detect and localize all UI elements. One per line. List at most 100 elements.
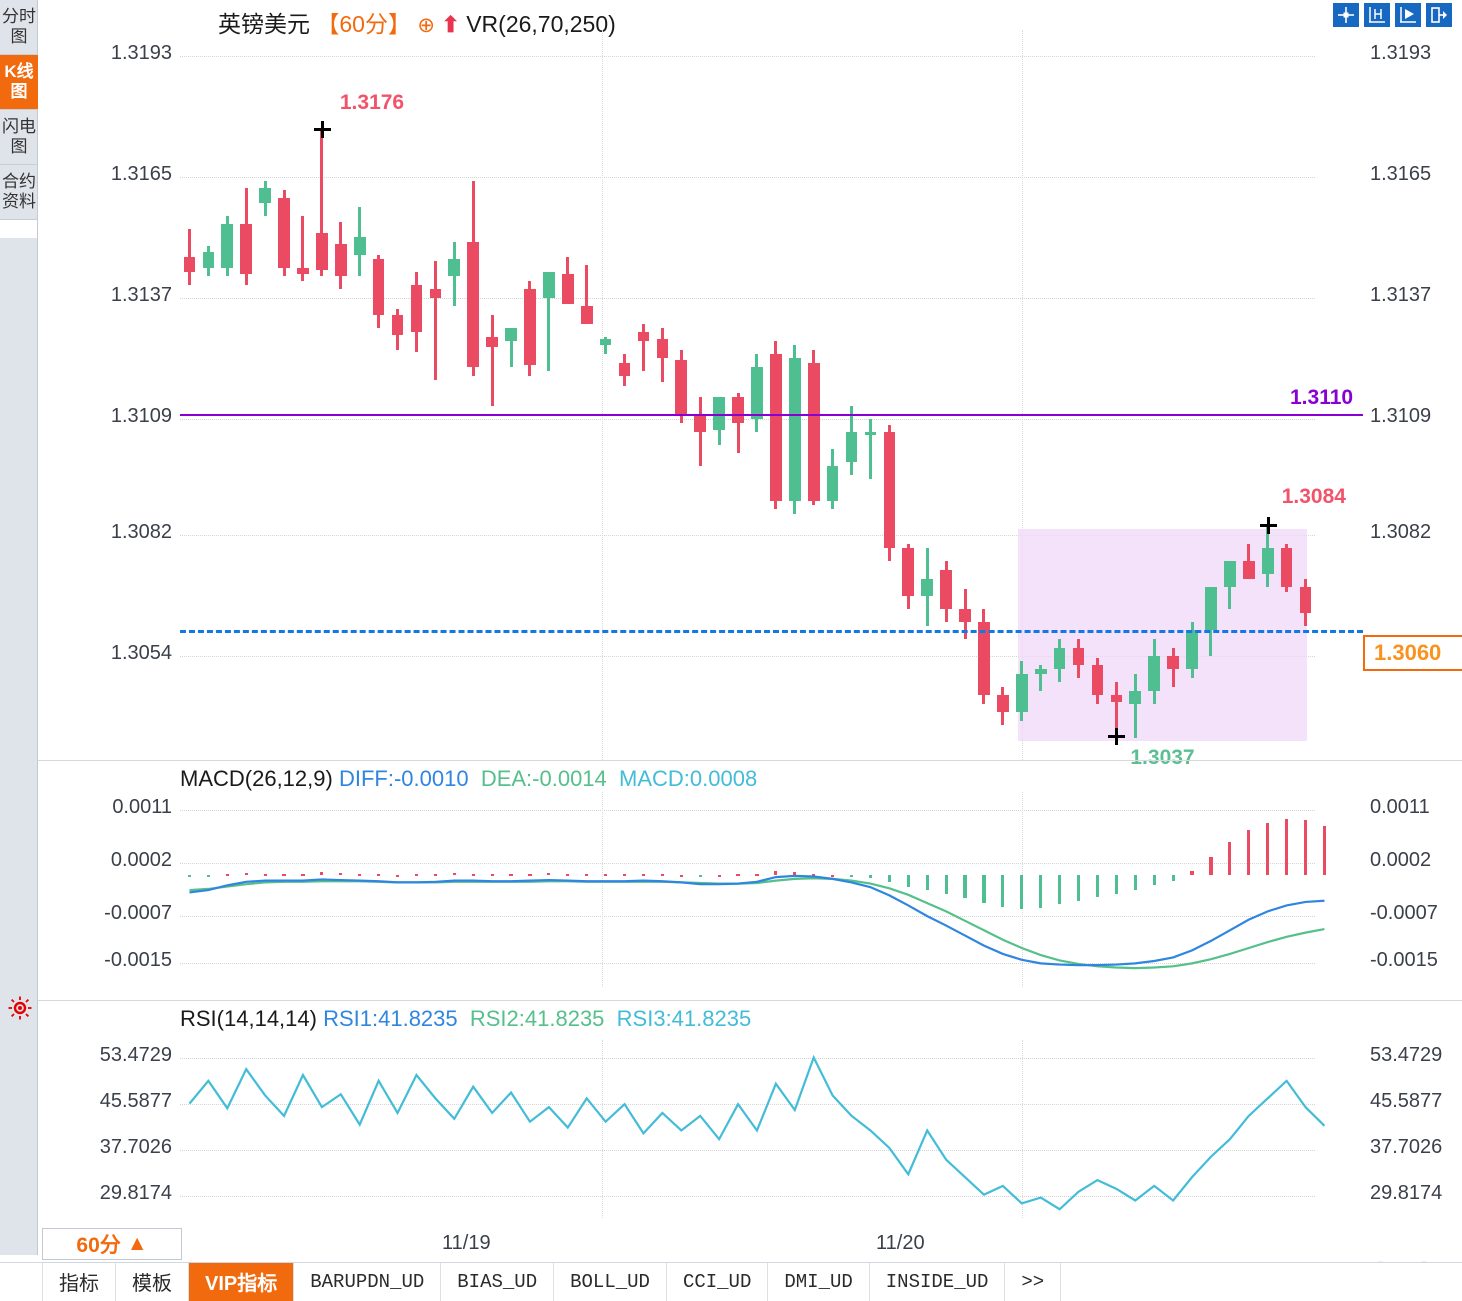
candle-body [883,431,896,549]
timeframe-button[interactable]: 60分 ▲ [42,1228,182,1260]
sidebar-label-0: 分时图 [2,7,36,46]
macd-histogram-bar [1133,874,1137,891]
candle-body [391,315,404,335]
price-axis-right-tick: 1.3137 [1370,283,1432,306]
macd-axis-right-tick: 0.0002 [1370,848,1432,871]
candle-body [202,252,215,268]
chart-area[interactable]: 英镑美元 【60分】 ⊕ ⬆ VR(26,70,250) [38,0,1462,1255]
price-tag-up-arrow-icon: ⬆ [1460,610,1462,635]
candle-wick [736,392,740,454]
candle-body [618,362,631,376]
time-axis: 11/19 11/20 [38,1228,1462,1256]
rsi-gridline [180,1057,1315,1059]
candle-body [221,224,234,268]
candle-body [1280,548,1293,588]
macd-histogram-bar [528,873,532,876]
rsi-title: RSI(14,14,14) [180,1006,317,1031]
toolbar-dmi-ud[interactable]: DMI_UD [768,1262,870,1301]
macd-histogram-bar [1095,874,1100,898]
high-marker-label: 1.3176 [339,91,405,115]
macd-histogram-bar [944,874,948,894]
sidebar-item-candlestick[interactable]: K线图 [0,55,38,110]
candle-body [372,258,385,316]
price-gridline [180,535,1315,537]
rsi-axis-right-tick: 29.8174 [1370,1181,1443,1204]
macd-histogram-bar [547,872,551,875]
sidebar-item-contract-info[interactable]: 合约资料 [0,165,38,220]
macd-histogram-bar [1209,857,1213,875]
rsi-header: RSI(14,14,14) RSI1:41.8235 RSI2:41.8235 … [180,1006,751,1032]
candle-body [278,198,290,268]
toolbar-bias-ud[interactable]: BIAS_UD [441,1262,555,1301]
macd-histogram-bar [1266,822,1270,875]
candle-body [1205,587,1217,631]
low-marker-cross [1108,728,1126,746]
exit-icon[interactable] [1426,3,1452,27]
crosshair-icon[interactable] [1333,3,1359,27]
candle-body [864,431,877,435]
candle-body [675,360,688,415]
macd-gridline [180,862,1315,864]
macd-histogram-bar [244,872,248,875]
high-marker-cross [313,121,331,139]
toolbar-vip-indicators[interactable]: VIP指标 [189,1262,295,1301]
toolbar-more[interactable]: >> [1005,1262,1062,1301]
macd-histogram-bar [1322,826,1327,875]
price-panel[interactable]: 1.3193 1.3193 1.3165 1.3165 1.3137 1.3137 1.31… [38,0,1462,770]
rsi-axis-left-tick: 29.8174 [99,1181,172,1204]
toolbar-inside-ud[interactable]: INSIDE_UD [870,1262,1006,1301]
macd-histogram-bar [982,874,986,904]
candle-body [1148,656,1161,691]
vr-indicator-label[interactable]: VR(26,70,250) [466,11,616,37]
bottom-toolbar[interactable]: 指标 模板 VIP指标 BARUPDN_UD BIAS_UD BOLL_UD CCI_UD D… [0,1262,1462,1301]
macd-histogram-bar [206,874,210,878]
macd-histogram-bar [736,874,740,877]
brightness-icon[interactable] [8,996,32,1020]
candle-body [505,328,517,341]
highlight-range-box [1018,528,1308,741]
macd-histogram-bar [1190,871,1194,875]
price-panel-separator [38,760,1462,761]
measure-icon[interactable] [1364,3,1390,27]
macd-panel-separator [38,1000,1462,1001]
time-label-1: 11/20 [876,1232,925,1254]
macd-histogram-bar [717,874,721,877]
macd-histogram-bar [1020,874,1024,909]
candle-body [694,414,707,432]
sidebar-filler [0,220,37,238]
candle-wick [698,397,702,467]
toolbar-barupdn-ud[interactable]: BARUPDN_UD [294,1262,442,1301]
price-axis-left-tick: 1.3054 [110,642,172,665]
macd-histogram-bar [906,874,910,887]
toolbar-templates-label: 模板 [132,1273,172,1295]
crosshair-circle-icon[interactable]: ⊕ [417,14,435,37]
sidebar-item-time-chart[interactable]: 分时图 [0,0,38,55]
candle-body [807,362,820,501]
purple-line-label: 1.3110 [1290,386,1354,410]
macd-histogram-bar [395,874,400,877]
draw-icon[interactable] [1395,3,1421,27]
sidebar-item-lightning[interactable]: 闪电图 [0,110,38,165]
macd-histogram-bar [698,874,702,877]
candle-body [940,569,952,609]
period-label[interactable]: 【60分】 [316,11,411,37]
price-axis-left-tick: 1.3082 [110,521,172,544]
toolbar-indicators[interactable]: 指标 [42,1262,116,1301]
candle-body [978,621,990,696]
macd-histogram-bar [339,872,343,875]
toolbar-boll-ud[interactable]: BOLL_UD [554,1262,667,1301]
price-axis-right-tick: 1.3165 [1370,162,1432,185]
rsi-axis-right-tick: 53.4729 [1370,1043,1443,1066]
macd-dea-value: DEA:-0.0014 [480,766,607,791]
toolbar-indicators-label: 指标 [59,1273,99,1295]
macd-gridline [180,963,1315,965]
macd-histogram-bar [812,873,816,876]
toolbar-cci-ud[interactable]: CCI_UD [667,1262,769,1301]
current-price-tag[interactable]: 1.3060 [1363,635,1462,672]
macd-histogram-bar [1228,842,1232,875]
candle-body [902,548,915,596]
candle-wick [547,271,551,372]
candle-body [316,233,328,270]
toolbar-templates[interactable]: 模板 [116,1262,189,1301]
macd-axis-left-tick: -0.0015 [104,949,172,972]
